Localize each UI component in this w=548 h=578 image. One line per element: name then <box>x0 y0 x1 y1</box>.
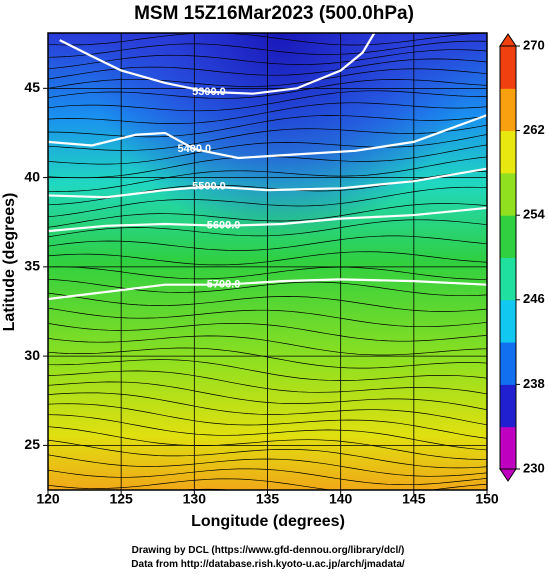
contour-line <box>59 33 376 95</box>
contour-line <box>48 206 487 233</box>
streamline <box>48 40 487 58</box>
colorbar-segment <box>500 130 516 174</box>
streamline <box>48 186 487 218</box>
streamline <box>48 468 487 486</box>
streamline <box>48 478 487 490</box>
y-tick-label: 40 <box>24 168 40 184</box>
colorbar-tick-label: 270 <box>523 37 545 52</box>
streamline <box>48 278 487 297</box>
colorbar-tick-label: 246 <box>523 291 545 306</box>
streamline <box>48 79 487 99</box>
y-tick-label: 35 <box>24 258 40 274</box>
contour-label: 5500.0 <box>192 180 226 192</box>
colorbar-segment <box>500 215 516 258</box>
x-tick-label: 150 <box>475 491 499 507</box>
colorbar-min <box>499 468 517 482</box>
contour-label: 5600.0 <box>207 220 241 232</box>
streamline <box>48 307 487 328</box>
colorbar-segment <box>500 299 516 343</box>
y-tick-label: 30 <box>24 347 40 363</box>
y-axis-label: Latitude (degrees) <box>1 193 18 332</box>
colorbar-segment <box>500 426 516 470</box>
streamline <box>48 426 487 460</box>
colorbar-segment <box>500 46 516 89</box>
contour-line <box>48 278 487 301</box>
streamline <box>48 403 487 439</box>
streamline <box>48 219 487 238</box>
x-axis-label: Longitude (degrees) <box>191 513 345 530</box>
contours: 5300.0 5400.0 5500.0 5600.0 5700.0 <box>48 33 487 490</box>
x-tick-label: 130 <box>183 491 207 507</box>
streamline <box>48 124 487 151</box>
streamline <box>48 68 487 89</box>
colorbar-segment <box>500 384 516 428</box>
streamline <box>48 156 487 192</box>
streamline <box>48 49 487 70</box>
contour-label: 5300.0 <box>192 86 226 98</box>
x-tick-label: 135 <box>256 491 280 507</box>
streamline <box>48 370 487 395</box>
streamline <box>48 203 487 228</box>
streamline <box>48 251 487 266</box>
x-tick-label: 145 <box>402 491 426 507</box>
streamline <box>48 335 487 356</box>
y-tick-label: 25 <box>24 436 40 452</box>
streamline <box>48 292 487 312</box>
streamline <box>48 90 487 112</box>
colorbar-frame <box>499 45 517 470</box>
streamline <box>48 414 487 451</box>
streamline <box>48 381 487 411</box>
contour-line <box>48 167 487 199</box>
colorbar-segment <box>500 172 516 216</box>
colorbar-tick-label: 238 <box>523 376 545 391</box>
streamline <box>48 115 487 138</box>
colorbar-segment <box>500 88 516 132</box>
x-tick-label: 120 <box>36 491 60 507</box>
streamline <box>48 33 487 46</box>
streamline <box>48 102 487 124</box>
streamline <box>48 454 487 477</box>
streamline <box>48 266 487 280</box>
colorbar-segment <box>500 342 516 385</box>
streamline <box>48 134 487 165</box>
y-tick-label: 45 <box>24 79 40 95</box>
streamline <box>48 392 487 426</box>
colorbar-max <box>499 33 517 47</box>
x-tick-label: 125 <box>109 491 133 507</box>
streamline <box>48 439 487 469</box>
colorbar-tick-label: 262 <box>523 122 545 137</box>
streamline <box>48 235 487 251</box>
colorbar-tick-label: 230 <box>523 460 545 475</box>
colorbar-tick-label: 254 <box>523 207 545 222</box>
streamline <box>48 359 487 381</box>
contour-line <box>48 114 487 160</box>
streamline <box>48 58 487 80</box>
contour-label: 5700.0 <box>207 279 241 291</box>
chart-title: MSM 15Z16Mar2023 (500.0hPa) <box>134 3 414 24</box>
contour-label: 5400.0 <box>178 143 212 155</box>
credit-line: Drawing by DCL (https://www.gfd-dennou.o… <box>132 545 405 556</box>
streamline <box>48 322 487 342</box>
credit-line: Data from http://database.rish.kyoto-u.a… <box>131 559 405 570</box>
x-tick-label: 140 <box>329 491 353 507</box>
colorbar-segment <box>500 257 516 301</box>
